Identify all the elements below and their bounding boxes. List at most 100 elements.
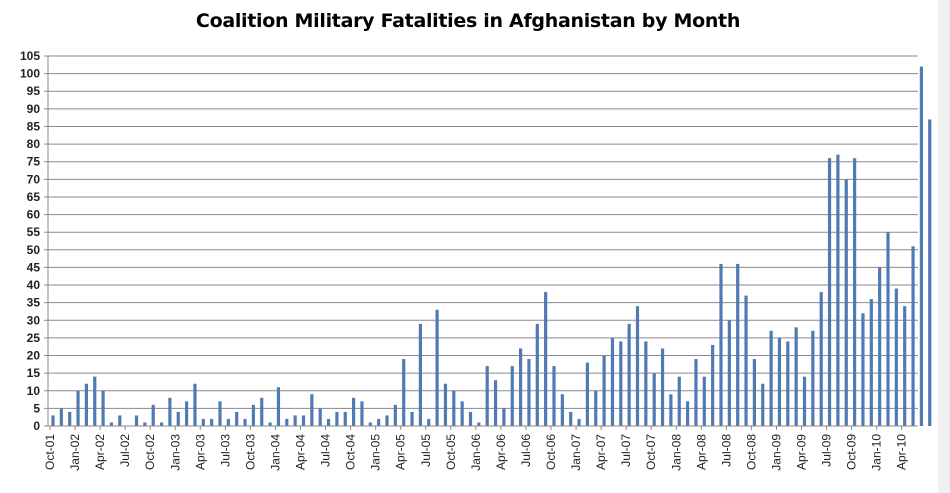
bar xyxy=(869,299,873,426)
bar xyxy=(427,418,431,426)
bar xyxy=(185,401,189,426)
x-tick-label: Apr-10 xyxy=(895,434,909,470)
bar xyxy=(502,408,506,426)
bar xyxy=(919,66,923,427)
x-tick-label: Jan-04 xyxy=(268,434,282,471)
y-tick-label: 30 xyxy=(27,313,41,327)
bar xyxy=(719,263,723,426)
bar xyxy=(377,418,381,426)
bar xyxy=(335,411,339,426)
x-tick-label: Oct-09 xyxy=(845,434,859,470)
bar xyxy=(385,415,389,426)
bar xyxy=(702,376,706,426)
bar xyxy=(777,337,782,426)
bars xyxy=(51,66,932,427)
bar xyxy=(493,380,498,426)
bar xyxy=(560,394,564,426)
bar xyxy=(226,418,230,426)
x-tick-label: Oct-01 xyxy=(43,434,57,470)
bar xyxy=(326,418,331,426)
bar xyxy=(644,341,648,426)
bar xyxy=(460,401,464,426)
bar xyxy=(711,344,715,426)
bar xyxy=(343,411,347,426)
bar xyxy=(285,418,289,426)
y-tick-label: 105 xyxy=(20,49,40,63)
bar xyxy=(360,401,364,426)
gridlines xyxy=(48,55,918,409)
y-tick-label: 20 xyxy=(27,349,41,363)
bar xyxy=(402,359,406,426)
bar xyxy=(301,415,306,426)
bar xyxy=(452,390,456,426)
y-tick-label: 55 xyxy=(27,225,41,239)
bar xyxy=(251,404,255,426)
x-tick-label: Jan-07 xyxy=(569,434,583,471)
bar xyxy=(577,418,581,426)
bar xyxy=(468,411,473,426)
bar xyxy=(276,387,281,426)
bar xyxy=(594,390,598,426)
bar xyxy=(903,306,907,426)
x-tick-label: Jan-06 xyxy=(469,434,483,471)
x-tick-label: Oct-05 xyxy=(444,434,458,470)
bar xyxy=(210,418,214,426)
bar xyxy=(243,418,247,426)
x-tick-label: Apr-07 xyxy=(594,434,608,470)
bar xyxy=(752,359,756,426)
bar xyxy=(118,415,122,426)
x-tick-label: Apr-05 xyxy=(394,434,408,470)
bar xyxy=(761,383,765,426)
x-tick-label: Jul-07 xyxy=(619,434,633,467)
bar xyxy=(68,411,72,426)
bar xyxy=(143,422,147,426)
bar xyxy=(769,330,773,426)
x-tick-label: Oct-02 xyxy=(143,434,157,470)
bar xyxy=(76,390,80,426)
bar xyxy=(218,401,222,426)
bar xyxy=(293,415,297,426)
y-tick-label: 100 xyxy=(20,67,40,81)
x-tick-label: Oct-08 xyxy=(744,434,758,470)
bar xyxy=(318,408,322,426)
bar xyxy=(393,404,397,426)
bar xyxy=(176,411,180,426)
bar xyxy=(268,422,272,426)
x-tick-label: Jul-02 xyxy=(118,434,132,467)
x-tick-label: Jan-05 xyxy=(369,434,383,471)
bar xyxy=(352,397,356,426)
y-tick-label: 60 xyxy=(27,208,41,222)
background-panel xyxy=(938,0,950,493)
bar xyxy=(134,415,139,426)
bar xyxy=(435,309,439,426)
bar xyxy=(853,158,857,426)
x-tick-label: Oct-04 xyxy=(344,434,358,470)
x-axis: Oct-01 Jan-02 Apr-02 Jul-02 Oct-02 Jan-03 Apr-… xyxy=(43,425,918,471)
bar xyxy=(660,348,665,426)
x-tick-label: Jul-04 xyxy=(319,434,333,467)
bar xyxy=(519,348,523,426)
bar xyxy=(794,327,798,426)
x-tick-label: Apr-09 xyxy=(795,434,809,470)
y-tick-label: 45 xyxy=(27,260,41,274)
x-tick-label: Jul-09 xyxy=(820,434,834,467)
bar xyxy=(260,397,264,426)
bar xyxy=(736,263,740,426)
y-tick-label: 85 xyxy=(27,119,41,133)
bar xyxy=(802,376,807,426)
y-tick-label: 65 xyxy=(27,190,41,204)
bar xyxy=(443,383,448,426)
bar xyxy=(93,376,97,426)
bar xyxy=(310,394,314,426)
bar xyxy=(627,323,631,426)
y-tick-label: 95 xyxy=(27,84,41,98)
y-tick-label: 75 xyxy=(27,155,41,169)
y-tick-label: 90 xyxy=(27,102,41,116)
bar xyxy=(861,313,865,426)
y-tick-label: 10 xyxy=(27,384,41,398)
y-tick-label: 50 xyxy=(27,243,41,257)
bar xyxy=(418,323,422,426)
bar xyxy=(51,415,55,426)
x-tick-label: Apr-02 xyxy=(93,434,107,470)
bar xyxy=(109,422,114,426)
